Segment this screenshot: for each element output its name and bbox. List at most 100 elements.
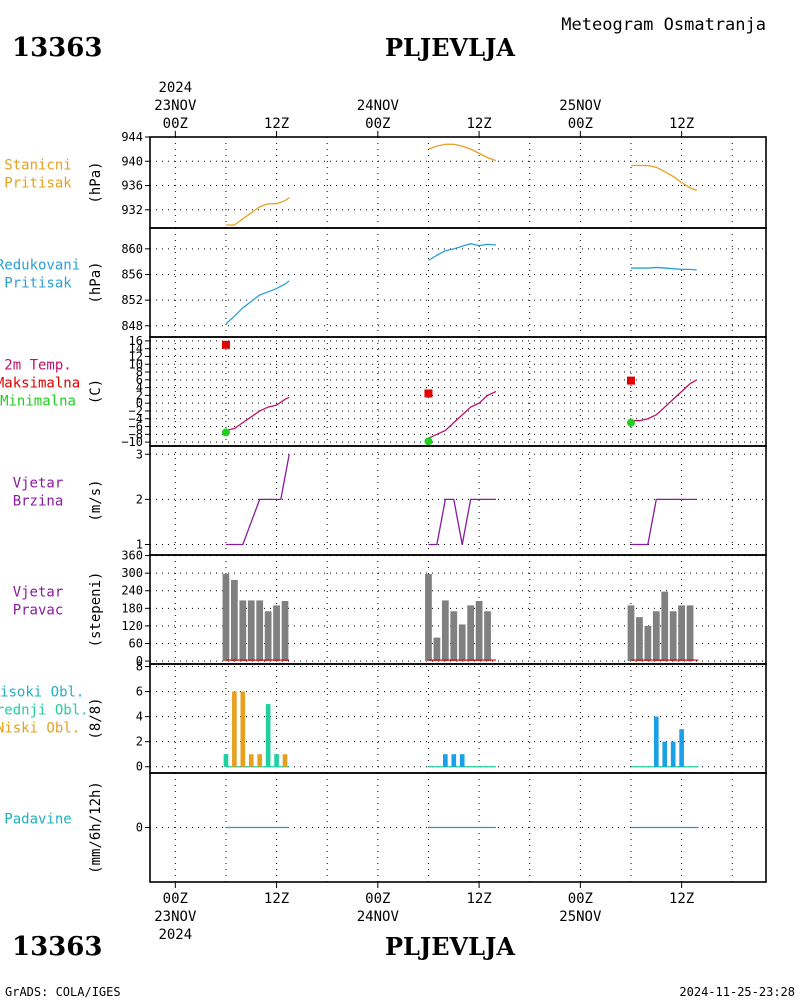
hour-label-top: 00Z	[365, 116, 390, 132]
panel-label: Padavine	[4, 812, 71, 828]
hour-label-bottom: 12Z	[466, 891, 491, 907]
hour-label-top: 12Z	[466, 116, 491, 132]
y-tick-label: 8	[136, 660, 143, 674]
panel-frame	[149, 445, 767, 556]
hour-label-bottom: 12Z	[264, 891, 289, 907]
data-bar	[475, 601, 483, 662]
y-tick-label: 10	[129, 357, 143, 371]
y-tick-label: 0	[136, 760, 143, 774]
y-tick-label: 936	[121, 179, 143, 193]
data-bar	[273, 605, 280, 662]
y-tick-label: 120	[121, 619, 143, 633]
panel-label: Brzina	[13, 494, 64, 510]
y-tick-label: 14	[129, 342, 143, 356]
panel-reduced_pressure: 860 856 852 848 Redukovani Pritisak (hPa)	[0, 227, 767, 338]
hour-label-bottom: 12Z	[669, 891, 694, 907]
panel-unit: (m/s)	[88, 479, 104, 521]
panel-label: Vjetar	[13, 585, 64, 601]
data-bar	[240, 691, 246, 767]
meteogram-subtitle: Meteogram Osmatranja	[561, 15, 766, 35]
min-temp-marker	[626, 418, 635, 427]
data-bar	[459, 754, 465, 767]
y-tick-label: 852	[121, 293, 143, 307]
y-tick-label: 0	[136, 654, 143, 668]
hour-label-bottom: 00Z	[365, 891, 390, 907]
data-bar	[450, 611, 458, 662]
y-tick-label: 856	[121, 267, 143, 281]
y-tick-label: 3	[136, 447, 143, 461]
y-tick-label: 240	[121, 584, 143, 598]
panel-pressure: 944 940 936 932 Stanicni Pritisak (hPa)	[4, 130, 767, 229]
y-tick-label: 6	[136, 373, 143, 387]
y-tick-label: −10	[121, 435, 143, 449]
data-bar	[256, 600, 264, 662]
panel-label: Pritisak	[4, 176, 72, 192]
series-line	[630, 379, 698, 422]
y-tick-label: 6	[136, 685, 143, 699]
data-bar	[661, 591, 669, 662]
hour-label-top: 12Z	[264, 116, 289, 132]
footer-credit: GrADS: COLA/IGES	[5, 985, 121, 999]
series-line	[630, 498, 697, 546]
panel-frame	[149, 136, 767, 229]
panel-unit: (hPa)	[88, 161, 104, 203]
panel-frame	[149, 227, 767, 338]
day-label-bottom: 24NOV	[357, 909, 400, 925]
y-tick-label: 0	[136, 396, 143, 410]
data-bar	[231, 579, 238, 662]
data-bar	[239, 600, 247, 662]
y-tick-label: 940	[121, 154, 143, 168]
y-tick-label: 2	[136, 388, 143, 402]
data-bar	[627, 605, 635, 662]
panel-clouds: 8 6 4 2 0 Visoki Obl. Srednji Obl. Niski Obl. (8…	[0, 660, 767, 774]
panel-unit: (C)	[88, 379, 104, 404]
max-temp-marker	[626, 376, 635, 385]
min-temp-marker	[424, 437, 433, 446]
data-bar	[247, 600, 255, 662]
series-line	[225, 396, 290, 432]
panel-wind_direction: 360 300 240 180 120 60 0 Vjetar Pravac (stepeni)	[13, 549, 767, 668]
panel-label: Pravac	[13, 603, 64, 619]
day-label-top: 24NOV	[357, 98, 400, 114]
y-tick-label: −4	[129, 412, 143, 426]
max-temp-marker	[424, 389, 433, 398]
year-label-top: 2024	[158, 80, 192, 96]
hour-label-top: 00Z	[568, 116, 593, 132]
data-bar	[652, 611, 660, 662]
y-tick-label: −6	[129, 420, 143, 434]
y-tick-label: 848	[121, 319, 143, 333]
y-tick-label: 300	[121, 566, 143, 580]
y-tick-label: 2	[136, 492, 143, 506]
data-bar	[222, 574, 230, 662]
y-tick-label: 932	[121, 203, 143, 217]
data-bar	[264, 611, 272, 662]
panel-precipitation: 0 Padavine (mm/6h/12h)	[4, 772, 767, 883]
data-bar	[223, 754, 229, 767]
y-tick-label: 4	[136, 381, 143, 395]
series-line	[428, 243, 497, 261]
y-tick-label: −2	[129, 404, 143, 418]
panel-label: Srednji Obl.	[0, 703, 89, 719]
panel-frame	[149, 772, 767, 883]
panel-label: Stanicni	[4, 158, 71, 174]
day-label-bottom: 25NOV	[559, 909, 602, 925]
panel-unit: (mm/6h/12h)	[88, 781, 104, 874]
panel-label: Pritisak	[4, 276, 72, 292]
data-bar	[451, 754, 457, 767]
data-bar	[467, 605, 475, 662]
y-tick-label: 4	[136, 710, 143, 724]
data-bar	[644, 625, 652, 662]
data-bar	[662, 741, 668, 767]
panel-wind_speed: 3 2 1 Vjetar Brzina (m/s)	[13, 445, 767, 556]
panel-label: Minimalna	[0, 394, 76, 410]
y-tick-label: 944	[121, 130, 143, 144]
data-bar	[232, 691, 237, 767]
panel-unit: (hPa)	[88, 261, 104, 303]
panel-frame	[149, 336, 767, 447]
data-bar	[686, 605, 694, 662]
data-bar	[282, 754, 288, 767]
station-id-top: 13363	[12, 33, 102, 63]
y-tick-label: 2	[136, 735, 143, 749]
series-line	[630, 164, 698, 191]
